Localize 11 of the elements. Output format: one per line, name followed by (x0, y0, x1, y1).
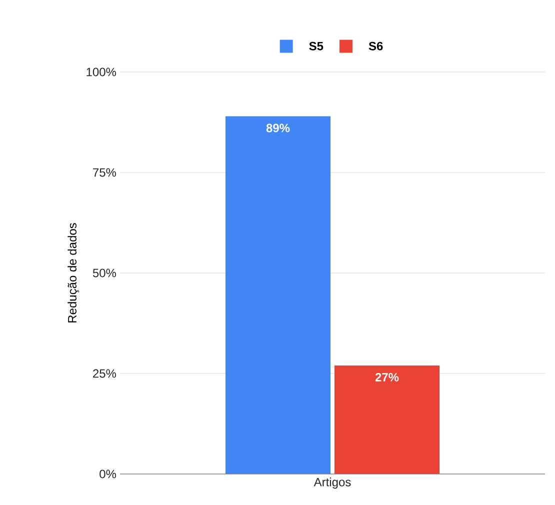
y-tick-label: 0% (100, 470, 116, 478)
y-axis-title: Redução de dados (68, 223, 79, 322)
legend-label: S5 (309, 42, 324, 50)
y-tick-label: 100% (86, 68, 116, 76)
y-tick-label: 75% (93, 168, 116, 177)
y-tick-label: 25% (93, 369, 116, 378)
y-tick-label: 50% (92, 268, 116, 278)
x-tick-label: Artigos (314, 478, 351, 489)
legend-label: S6 (368, 42, 383, 50)
data-label: 89% (266, 124, 290, 132)
data-label: 27% (375, 372, 399, 382)
